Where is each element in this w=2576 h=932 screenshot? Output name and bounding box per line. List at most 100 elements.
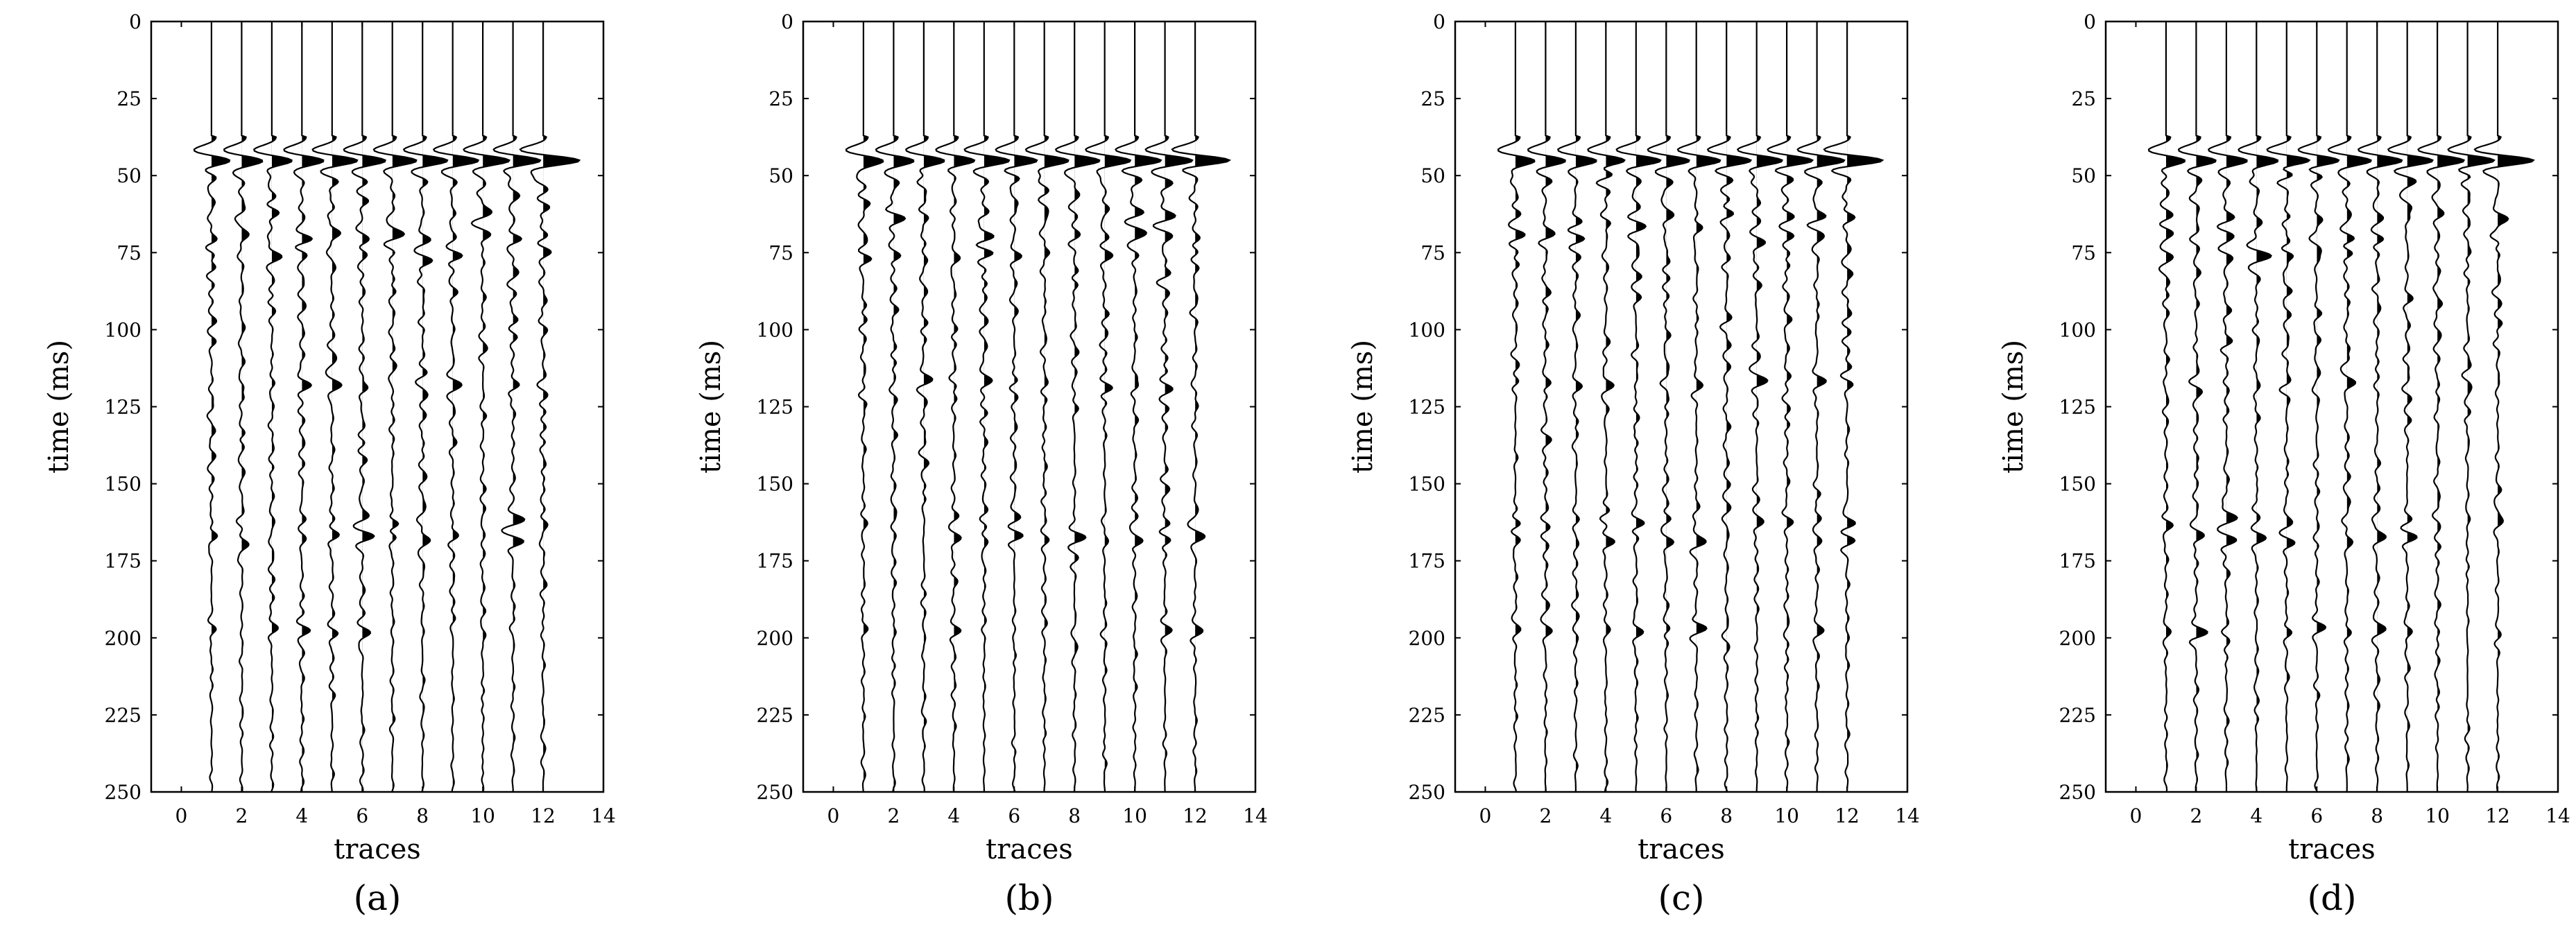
x-tick-label: 6	[1660, 804, 1672, 827]
trace-9	[432, 21, 480, 793]
y-tick-label: 125	[1409, 396, 1445, 419]
panel-label: (b)	[1004, 878, 1054, 918]
trace-fill-11	[1165, 21, 1193, 792]
axes-frame	[1454, 20, 1909, 793]
trace-fill-2	[2196, 21, 2216, 792]
trace-8	[2357, 21, 2403, 792]
y-axis-label: time (ms)	[43, 340, 75, 474]
trace-fill-6	[1666, 21, 1690, 792]
trace-11	[1796, 21, 1846, 792]
x-tick-label: 8	[1720, 804, 1733, 827]
trace-4	[935, 21, 976, 793]
x-axis-label: traces	[1638, 834, 1725, 865]
x-tick-label: 12	[531, 804, 556, 827]
y-tick-label: 0	[2084, 10, 2096, 33]
y-tick-label: 225	[1409, 704, 1445, 727]
y-tick-label: 0	[781, 10, 793, 33]
trace-1	[2147, 21, 2186, 793]
x-tick-label: 10	[470, 804, 495, 827]
y-tick-label: 150	[105, 473, 141, 496]
y-tick-label: 100	[105, 318, 141, 341]
y-axis-label: time (ms)	[1998, 340, 2029, 474]
trace-2	[1527, 21, 1566, 792]
trace-fill-3	[271, 21, 292, 792]
x-tick-label: 2	[887, 804, 900, 827]
y-tick-label: 25	[117, 87, 141, 110]
y-tick-label: 25	[2071, 87, 2096, 110]
trace-9	[1084, 21, 1132, 793]
trace-5	[311, 21, 359, 793]
trace-8	[402, 21, 449, 793]
y-tick-label: 50	[117, 164, 141, 187]
panel-label: (c)	[1658, 878, 1704, 918]
x-axis-label: traces	[986, 834, 1073, 865]
trace-5	[2266, 21, 2311, 792]
y-tick-label: 0	[1433, 10, 1445, 33]
x-tick-label: 4	[2250, 804, 2262, 827]
x-tick-label: 12	[2485, 804, 2510, 827]
x-tick-label: 2	[235, 804, 248, 827]
trace-4	[2238, 21, 2279, 793]
x-tick-label: 10	[2425, 804, 2450, 827]
y-tick-label: 100	[757, 318, 793, 341]
trace-1	[845, 21, 884, 793]
x-tick-label: 14	[591, 804, 616, 827]
panel-d: 0 25 50 75 100 125 150 175 200 225 250 0 2 4 6 8 10 12 14 t…	[1998, 10, 2570, 918]
y-axis-label: time (ms)	[695, 340, 727, 474]
trace-fill-2	[1545, 21, 1565, 792]
trace-7	[372, 21, 418, 793]
trace-fill-12	[543, 21, 580, 792]
y-tick-label: 200	[2059, 627, 2096, 650]
y-axis-label: time (ms)	[1347, 340, 1379, 474]
x-tick-label: 4	[1599, 804, 1612, 827]
trace-10	[463, 21, 511, 793]
trace-1	[1497, 21, 1536, 793]
trace-4	[1587, 21, 1626, 793]
y-tick-label: 100	[2059, 318, 2096, 341]
trace-6	[1647, 21, 1690, 792]
trace-5	[963, 21, 1011, 792]
y-tick-label: 125	[757, 396, 793, 419]
y-tick-label: 225	[105, 704, 141, 727]
y-tick-label: 75	[2071, 241, 2096, 264]
x-tick-label: 0	[827, 804, 840, 827]
trace-2	[223, 21, 264, 793]
trace-fill-1	[863, 135, 884, 782]
y-tick-label: 250	[2059, 781, 2096, 804]
y-tick-label: 25	[768, 87, 793, 110]
x-tick-label: 10	[1774, 804, 1799, 827]
y-tick-label: 50	[768, 164, 793, 187]
trace-11	[2447, 21, 2496, 793]
panel-label: (a)	[354, 878, 402, 918]
trace-fill-4	[2256, 135, 2278, 792]
trace-12	[1823, 21, 1884, 792]
trace-11	[1144, 21, 1194, 792]
trace-9	[1736, 21, 1784, 792]
trace-9	[2387, 21, 2435, 792]
x-tick-label: 6	[2310, 804, 2323, 827]
trace-8	[1706, 21, 1753, 793]
y-tick-label: 225	[757, 704, 793, 727]
y-tick-label: 175	[1409, 550, 1445, 573]
x-tick-label: 8	[1068, 804, 1081, 827]
y-tick-label: 150	[1409, 473, 1445, 496]
trace-12	[1171, 21, 1232, 793]
trace-8	[1054, 21, 1101, 792]
trace-7	[1024, 21, 1070, 793]
y-tick-label: 125	[105, 396, 141, 419]
y-tick-label: 175	[2059, 550, 2096, 573]
y-tick-label: 200	[757, 627, 793, 650]
trace-12	[519, 21, 581, 792]
y-tick-label: 250	[757, 781, 793, 804]
trace-6	[2297, 21, 2340, 793]
panel-c: 0 25 50 75 100 125 150 175 200 225 250 0 2 4 6 8 10 12 14 t…	[1347, 10, 1920, 918]
x-tick-label: 0	[175, 804, 188, 827]
axes-frame	[150, 20, 605, 793]
x-tick-label: 14	[2545, 804, 2570, 827]
panel-b: 0 25 50 75 100 125 150 175 200 225 250 0 2 4 6 8 10 12 14 t…	[695, 10, 1268, 918]
trace-4	[283, 21, 325, 792]
y-tick-label: 150	[757, 473, 793, 496]
trace-3	[2208, 21, 2248, 793]
trace-3	[1557, 21, 1597, 792]
